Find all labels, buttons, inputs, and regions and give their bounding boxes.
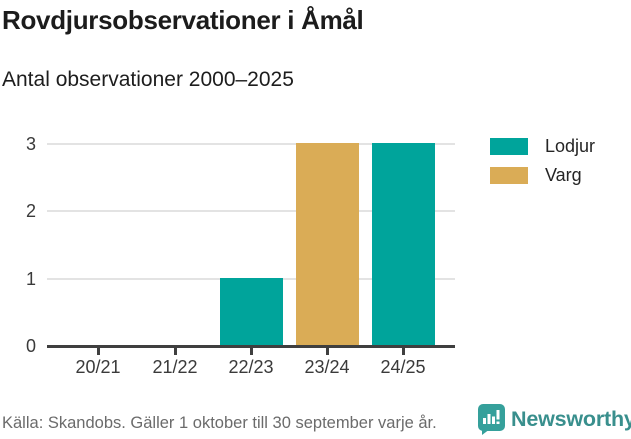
bar-lodjur-22-23 — [220, 278, 283, 345]
bar-varg-23-24 — [296, 143, 359, 345]
legend-item-varg: Varg — [490, 165, 595, 186]
legend-swatch-lodjur — [490, 138, 528, 155]
x-axis-tick — [402, 348, 405, 355]
x-axis-category-label: 23/24 — [304, 357, 350, 377]
source-note: Källa: Skandobs. Gäller 1 oktober till 3… — [2, 414, 437, 432]
x-axis-category-label: 21/22 — [152, 357, 198, 377]
x-axis-category-label: 24/25 — [380, 357, 426, 377]
x-axis-category-label: 22/23 — [228, 357, 274, 377]
x-axis-tick — [97, 348, 100, 355]
x-axis-tick — [326, 348, 329, 355]
gridline-y2 — [47, 210, 455, 212]
chart-legend: Lodjur Varg — [490, 136, 595, 194]
legend-label: Varg — [545, 165, 582, 185]
bar-lodjur-24-25 — [372, 143, 435, 345]
chart-subtitle: Antal observationer 2000–2025 — [2, 68, 294, 91]
newsworthy-chart-speech-bubble-icon — [478, 404, 505, 435]
newsworthy-wordmark: Newsworthy — [511, 407, 631, 431]
newsworthy-logo: Newsworthy — [477, 404, 631, 435]
x-axis-tick — [250, 348, 253, 355]
y-axis-tick-label: 2 — [25, 201, 36, 221]
legend-item-lodjur: Lodjur — [490, 136, 595, 157]
gridline-y3 — [47, 143, 455, 145]
x-axis-category-label: 20/21 — [75, 357, 121, 377]
y-axis-tick-label: 1 — [25, 269, 36, 289]
y-axis-tick-label: 3 — [25, 134, 36, 154]
y-axis-tick-label: 0 — [25, 336, 36, 356]
legend-swatch-varg — [490, 167, 528, 184]
bar-chart-plot-area: 0 1 2 3 20/21 21/22 22/23 23/24 24/25 — [26, 134, 455, 377]
chart-title: Rovdjursobservationer i Åmål — [2, 5, 364, 35]
legend-label: Lodjur — [545, 136, 596, 156]
x-axis-tick — [174, 348, 177, 355]
